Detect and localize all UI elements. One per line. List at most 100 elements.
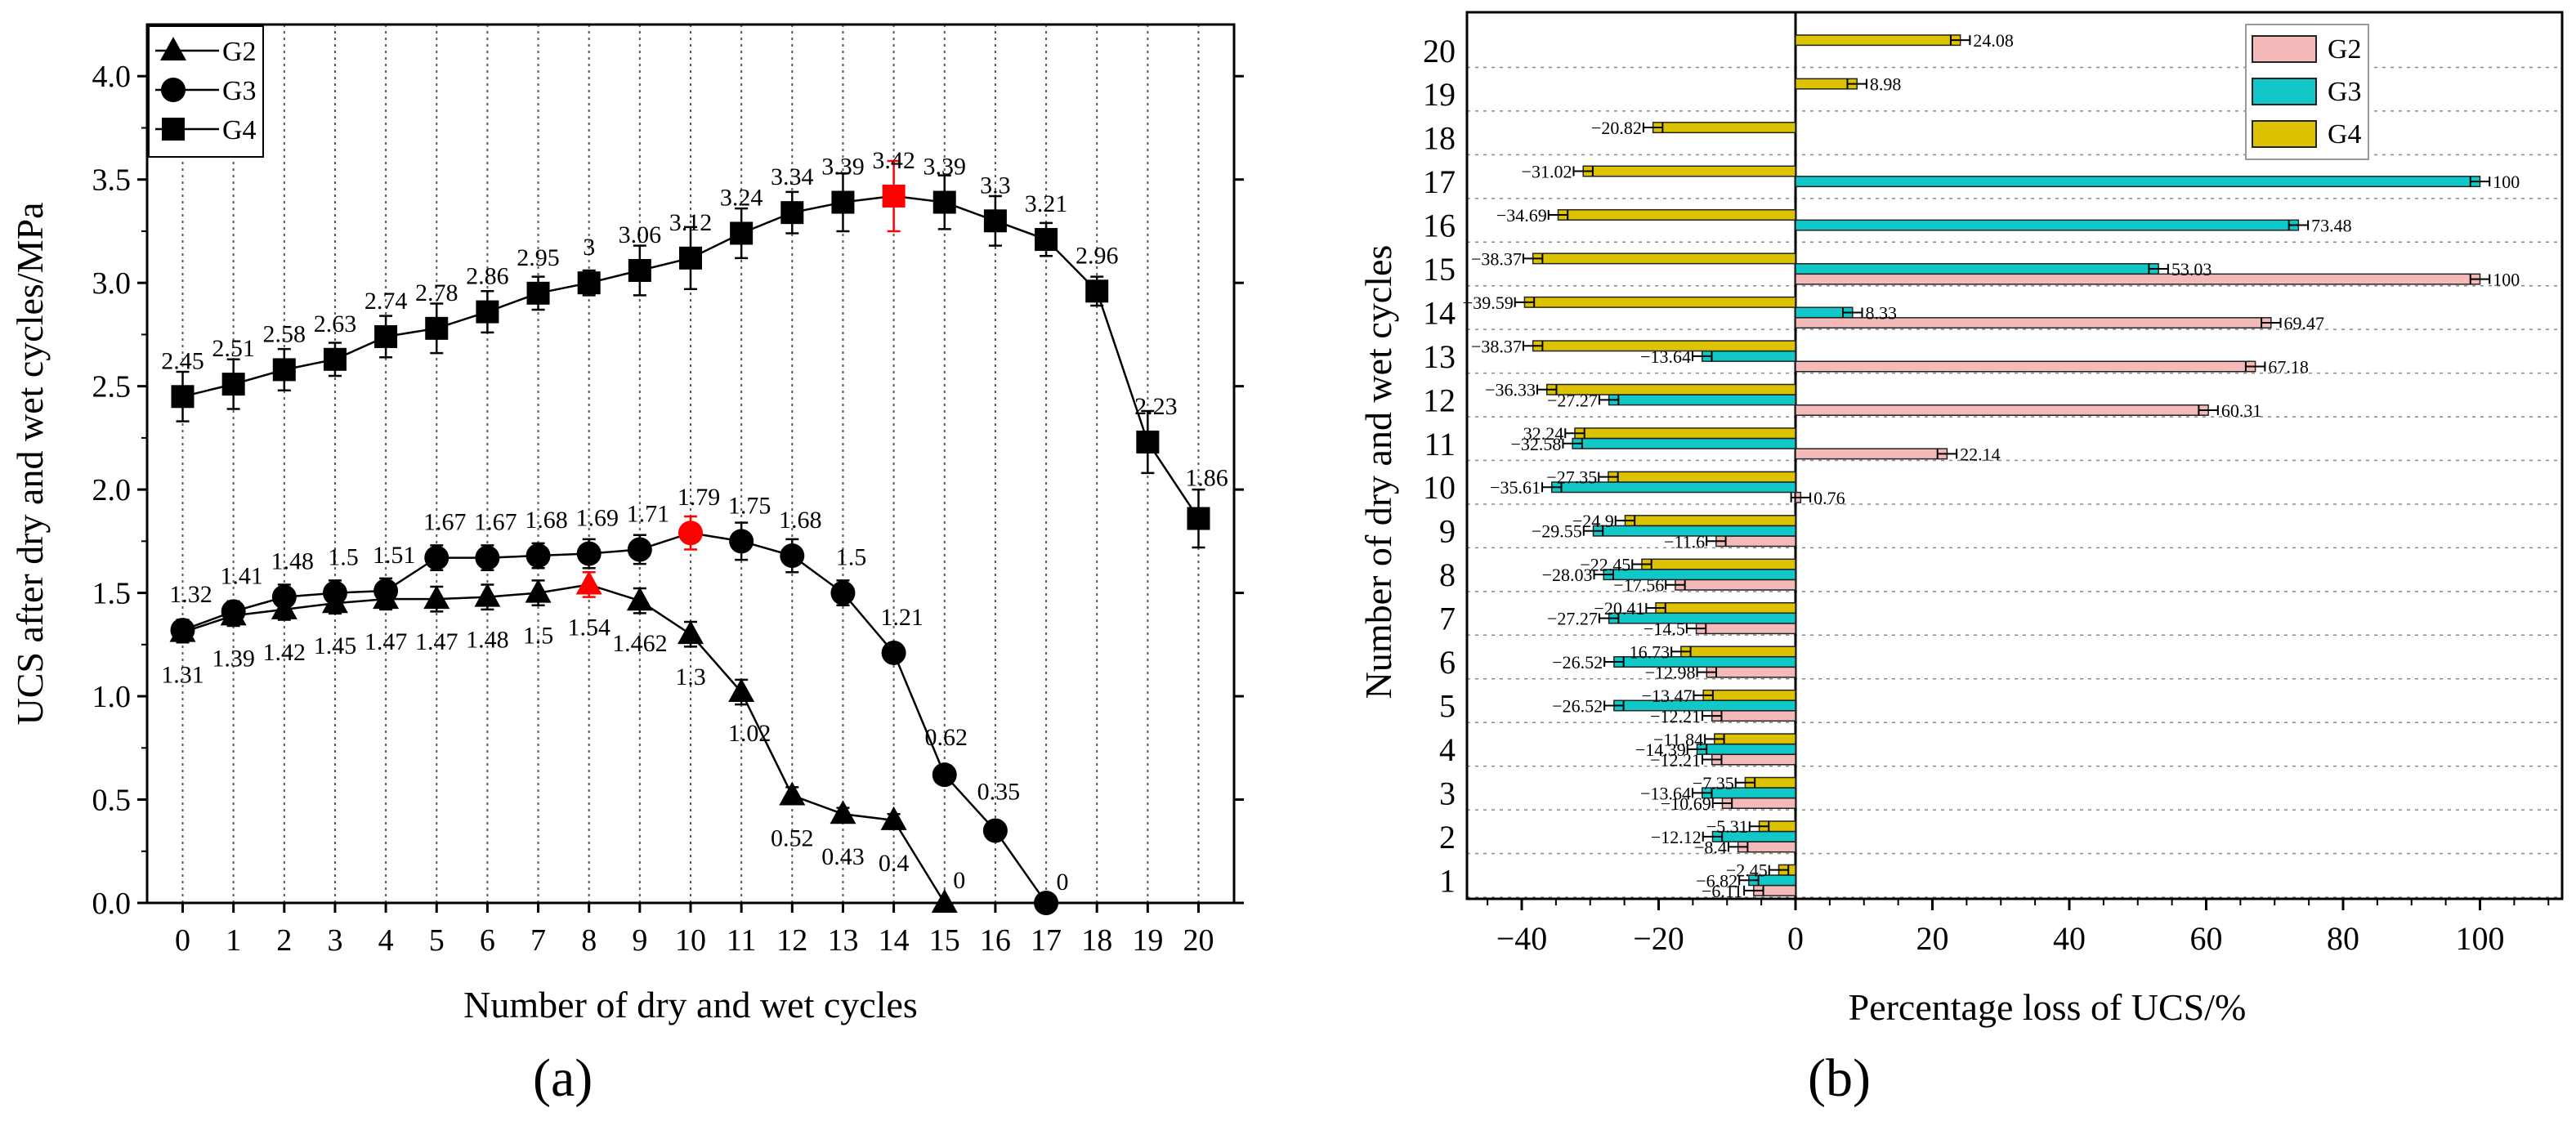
data-label: 1.54 (567, 614, 610, 641)
point-g3 (729, 529, 754, 554)
point-g3 (525, 543, 551, 569)
data-label: 1.41 (220, 562, 263, 589)
x-tick-label: 1 (226, 923, 241, 958)
data-label: 1.71 (627, 500, 670, 527)
category-label: 12 (1423, 382, 1456, 418)
bar-label: −20.41 (1594, 598, 1644, 619)
point-g4 (323, 347, 347, 371)
series-g4: 2.45 2.51 2.58 2.63 2.74 2.78 2.86 2.95 3 3.06 3.1… (161, 147, 1228, 549)
data-label: 1.48 (466, 627, 509, 654)
x-axis-label: Number of dry and wet cycles (463, 984, 918, 1025)
point-g4 (831, 190, 855, 214)
bar-g2 (1795, 448, 1948, 460)
point-g4 (476, 300, 499, 324)
bar-label: −31.02 (1522, 162, 1572, 182)
plot-b-frame (1465, 11, 2564, 900)
x-tick-label: 13 (827, 923, 858, 958)
bar-label: −36.33 (1485, 380, 1536, 400)
data-label: 1.68 (525, 507, 568, 534)
point-g4 (1035, 228, 1058, 252)
point-g4 (882, 184, 906, 208)
data-label: 2.74 (364, 288, 408, 315)
legend-swatch-g2 (2252, 35, 2317, 63)
bar-label: −26.52 (1552, 652, 1603, 672)
bar-g2 (1795, 360, 2256, 373)
data-label: 1.48 (271, 548, 315, 575)
point-g3 (932, 762, 957, 788)
bar-g4 (1545, 383, 1796, 395)
y-tick-label: 2.0 (92, 473, 132, 507)
legend-label-b-g3: G3 (2328, 77, 2362, 107)
y-tick-label: 3.5 (92, 163, 132, 198)
bar-g3 (1608, 394, 1796, 406)
bar-g2 (1706, 666, 1796, 678)
point-g2 (423, 585, 450, 610)
data-label: 1.3 (675, 664, 706, 690)
bar-g4 (1624, 515, 1796, 527)
bar-label: 8.98 (1870, 74, 1902, 95)
panel-a-label: (a) (533, 1048, 593, 1108)
data-label: 0 (1057, 869, 1069, 896)
data-label: 2.51 (212, 335, 255, 362)
bar-g3 (1795, 219, 2300, 231)
y-tick-label: 2.5 (92, 370, 132, 404)
x-tick-label: 3 (327, 923, 342, 958)
bar-label: 0.76 (1813, 488, 1845, 508)
bar-label: −26.52 (1552, 695, 1603, 716)
bar-g3 (1702, 350, 1796, 362)
point-g4 (221, 373, 245, 396)
data-label: 3.39 (923, 154, 966, 181)
x-tick-label-b: 40 (2053, 920, 2086, 957)
x-tick-label: 8 (581, 923, 597, 958)
category-label: 16 (1423, 208, 1456, 244)
bar-label: −29.55 (1532, 521, 1582, 542)
category-label: 15 (1423, 251, 1456, 288)
legend-label-b-g4: G4 (2328, 119, 2362, 150)
bar-label: −27.35 (1546, 467, 1597, 488)
x-tick-label-b: 80 (2327, 920, 2359, 957)
bar-g2 (1795, 273, 2481, 285)
point-g3 (881, 640, 906, 665)
data-label: 1.02 (728, 720, 771, 747)
bar-label: 8.33 (1865, 302, 1897, 323)
data-label: 3.39 (821, 154, 865, 181)
bar-label: 100 (2493, 172, 2520, 192)
point-g3 (271, 584, 297, 610)
bars-g3: −6.82 −12.12 −13.64 −14.39 −26.52 −26.52 −27.2… (1490, 172, 2520, 891)
point-g4 (628, 259, 651, 282)
point-g3 (1034, 891, 1059, 915)
bar-label: 53.03 (2171, 259, 2212, 279)
point-g2 (830, 800, 856, 824)
line-g2 (182, 583, 946, 904)
legend-marker-g2 (160, 37, 186, 60)
point-g3 (424, 545, 449, 570)
legend-swatch-g4 (2252, 120, 2317, 148)
category-label: 8 (1439, 556, 1456, 593)
category-label: 6 (1439, 644, 1456, 681)
category-label: 3 (1439, 775, 1456, 811)
legend-a: G2 G3 G4 (148, 25, 264, 158)
data-label: 0.62 (924, 724, 968, 751)
bar-label: 73.48 (2311, 216, 2352, 236)
point-g2 (880, 806, 907, 830)
bar-g4 (1582, 165, 1796, 177)
x-tick-label: 6 (480, 923, 495, 958)
bar-label: −38.37 (1471, 336, 1522, 356)
point-g3 (221, 599, 246, 624)
bar-g2 (1695, 623, 1796, 635)
bar-g2 (1715, 535, 1796, 547)
category-label: 19 (1423, 76, 1456, 113)
data-label: 3 (583, 234, 595, 261)
point-g3 (780, 543, 805, 569)
bar-g4 (1574, 427, 1796, 440)
series-g3: 1.32 1.41 1.48 1.5 1.51 1.67 1.67 1.68 1.69 1.71 1… (169, 484, 1069, 915)
point-g4 (1085, 279, 1109, 303)
point-g3 (576, 541, 602, 566)
legend-marker-g4 (162, 118, 185, 141)
category-label: 14 (1423, 294, 1456, 331)
x-tick-label: 0 (175, 923, 190, 958)
bar-label: −24.9 (1572, 511, 1614, 531)
y-tick-label: 3.0 (92, 266, 132, 301)
category-label: 5 (1439, 687, 1456, 724)
bar-g4 (1652, 122, 1796, 134)
